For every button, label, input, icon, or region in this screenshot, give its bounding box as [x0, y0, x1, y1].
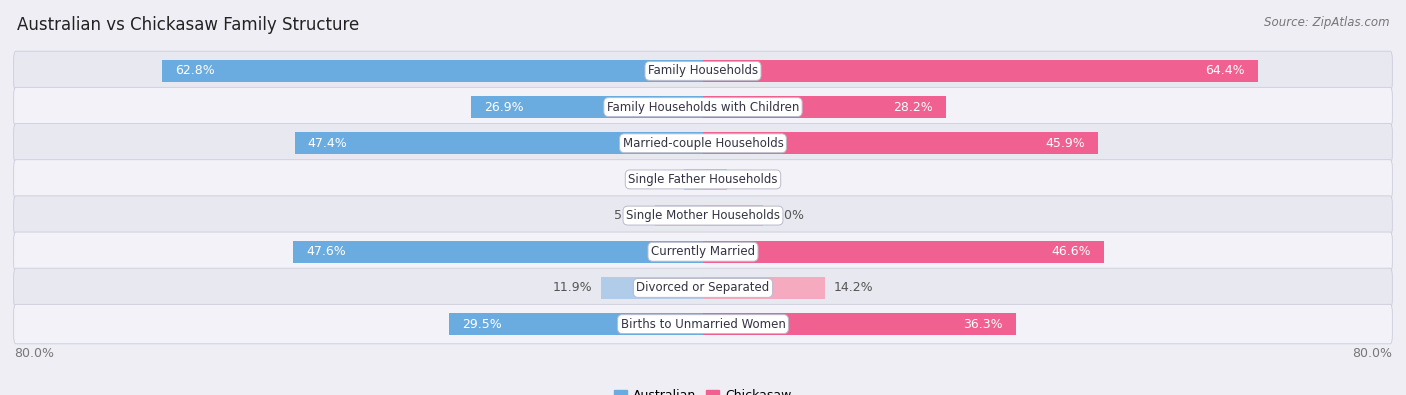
Text: 26.9%: 26.9% — [484, 101, 524, 114]
Text: 7.0%: 7.0% — [772, 209, 804, 222]
FancyBboxPatch shape — [14, 51, 1392, 90]
Bar — [295, 132, 703, 154]
Bar — [703, 169, 727, 190]
Text: Source: ZipAtlas.com: Source: ZipAtlas.com — [1264, 16, 1389, 29]
Bar — [703, 241, 1104, 263]
FancyBboxPatch shape — [14, 124, 1392, 163]
Text: 11.9%: 11.9% — [553, 281, 592, 294]
Bar — [703, 313, 1015, 335]
Text: 46.6%: 46.6% — [1052, 245, 1091, 258]
Text: 45.9%: 45.9% — [1046, 137, 1085, 150]
Bar — [703, 205, 763, 226]
Text: 14.2%: 14.2% — [834, 281, 873, 294]
Bar — [685, 169, 703, 190]
Text: Currently Married: Currently Married — [651, 245, 755, 258]
Text: Family Households: Family Households — [648, 64, 758, 77]
Bar — [600, 277, 703, 299]
Text: 80.0%: 80.0% — [1353, 346, 1392, 359]
FancyBboxPatch shape — [14, 160, 1392, 199]
Bar — [703, 132, 1098, 154]
Text: Australian vs Chickasaw Family Structure: Australian vs Chickasaw Family Structure — [17, 16, 359, 34]
Bar — [703, 96, 946, 118]
Bar — [655, 205, 703, 226]
Text: 47.4%: 47.4% — [308, 137, 347, 150]
Text: Single Mother Households: Single Mother Households — [626, 209, 780, 222]
FancyBboxPatch shape — [14, 196, 1392, 235]
Bar — [471, 96, 703, 118]
Text: Single Father Households: Single Father Households — [628, 173, 778, 186]
FancyBboxPatch shape — [14, 87, 1392, 127]
FancyBboxPatch shape — [14, 268, 1392, 308]
Text: Married-couple Households: Married-couple Households — [623, 137, 783, 150]
Text: 2.8%: 2.8% — [735, 173, 768, 186]
Text: 64.4%: 64.4% — [1205, 64, 1244, 77]
Bar — [449, 313, 703, 335]
Text: 5.6%: 5.6% — [614, 209, 647, 222]
Text: Births to Unmarried Women: Births to Unmarried Women — [620, 318, 786, 331]
Text: 80.0%: 80.0% — [14, 346, 53, 359]
Bar — [292, 241, 703, 263]
Bar — [162, 60, 703, 82]
Text: 2.2%: 2.2% — [644, 173, 675, 186]
Bar — [703, 277, 825, 299]
Text: Divorced or Separated: Divorced or Separated — [637, 281, 769, 294]
Text: 62.8%: 62.8% — [176, 64, 215, 77]
Text: 36.3%: 36.3% — [963, 318, 1002, 331]
FancyBboxPatch shape — [14, 232, 1392, 271]
Text: 29.5%: 29.5% — [461, 318, 502, 331]
Legend: Australian, Chickasaw: Australian, Chickasaw — [609, 384, 797, 395]
FancyBboxPatch shape — [14, 305, 1392, 344]
Text: Family Households with Children: Family Households with Children — [607, 101, 799, 114]
Text: 28.2%: 28.2% — [893, 101, 934, 114]
Text: 47.6%: 47.6% — [307, 245, 346, 258]
Bar — [703, 60, 1257, 82]
